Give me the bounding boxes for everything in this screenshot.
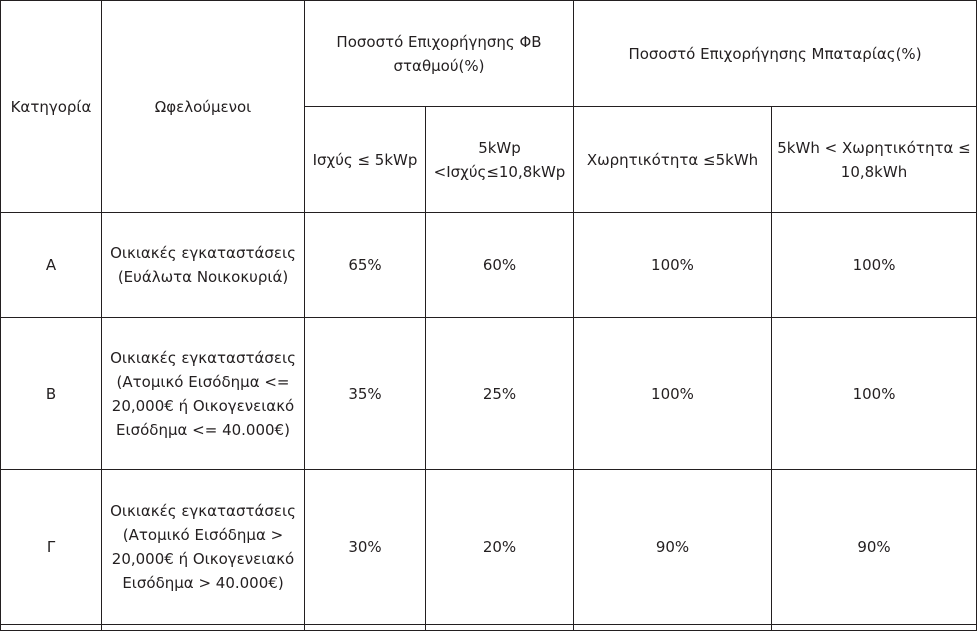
header-pv-group: Ποσοστό Επιχορήγησης ΦΒ σταθμού(%): [304, 0, 574, 107]
header-beneficiaries: Ωφελούμενοι: [101, 0, 305, 213]
header-category: Κατηγορία: [0, 0, 102, 213]
header-beneficiaries-label: Ωφελούμενοι: [154, 97, 252, 116]
row-pv-high: 60%: [425, 212, 574, 318]
header-pv-high-line2: <Ισχύς≤10,8kWp: [433, 162, 566, 181]
header-row-2: Ισχύς ≤ 5kWp 5kWp <Ισχύς≤10,8kWp Χωρητικ…: [1, 106, 978, 213]
header-pv-group-line1: Ποσοστό Επιχορήγησης ΦΒ: [336, 32, 542, 51]
row-bat-high: 100%: [770, 317, 978, 470]
beneficiary-line: (Ατομικό Εισόδημα >: [122, 526, 284, 544]
header-pv-high-line1: 5kWp: [478, 138, 521, 157]
header-bat-high: 5kWh < Χωρητικότητα ≤ 10,8kWh: [770, 106, 978, 213]
row-category: Α: [0, 212, 102, 318]
table-row: Β Οικιακές εγκαταστάσεις (Ατομικό Εισόδη…: [0, 317, 978, 470]
row-beneficiaries: Οικιακές εγκαταστάσεις (Ατομικό Εισόδημα…: [101, 469, 305, 625]
beneficiary-line: Οικιακές εγκαταστάσεις: [110, 348, 296, 367]
header-category-label: Κατηγορία: [10, 97, 92, 116]
beneficiary-line: 20,000€ ή Οικογενειακό: [111, 550, 295, 568]
row-category: Β: [0, 317, 102, 470]
header-pv-low: Ισχύς ≤ 5kWp: [304, 106, 426, 213]
row-bat-low: 100%: [573, 317, 772, 470]
table-row: Γ Οικιακές εγκαταστάσεις (Ατομικό Εισόδη…: [0, 469, 978, 625]
beneficiary-line: (Ευάλωτα Νοικοκυριά): [117, 268, 289, 286]
row-pv-high: 25%: [425, 317, 574, 470]
beneficiary-line: Εισόδημα <= 40.000€): [116, 420, 290, 439]
beneficiary-line: (Ατομικό Εισόδημα <=: [116, 372, 290, 391]
header-bat-low-label: Χωρητικότητα ≤5kWh: [586, 150, 759, 169]
table-row: Α Οικιακές εγκαταστάσεις (Ευάλωτα Νοικοκ…: [0, 212, 978, 318]
row-bat-low: 100%: [573, 212, 772, 318]
row-bat-low: 90%: [573, 469, 772, 625]
header-row-1: Κατηγορία Ωφελούμενοι Ποσοστό Επιχορήγησ…: [0, 0, 978, 213]
row-pv-low: 30%: [304, 469, 426, 625]
header-battery-group: Ποσοστό Επιχορήγησης Μπαταρίας(%): [572, 0, 978, 107]
row-beneficiaries: Οικιακές εγκαταστάσεις (Ατομικό Εισόδημα…: [101, 317, 305, 470]
row-pv-low: 35%: [304, 317, 426, 470]
header-pv-group-line2: σταθμού(%): [393, 56, 485, 75]
row-beneficiaries: Οικιακές εγκαταστάσεις (Ευάλωτα Νοικοκυρ…: [101, 212, 305, 318]
row-bat-high: 100%: [770, 212, 978, 318]
row-bat-high: 90%: [770, 469, 978, 625]
beneficiary-line: 20,000€ ή Οικογενειακό: [111, 396, 295, 415]
header-battery-group-label: Ποσοστό Επιχορήγησης Μπαταρίας(%): [628, 44, 922, 63]
header-bat-high-line1: 5kWh < Χωρητικότητα ≤: [777, 138, 971, 157]
row-category: Γ: [0, 469, 102, 625]
row-pv-high: 20%: [425, 469, 574, 625]
header-bat-low: Χωρητικότητα ≤5kWh: [573, 106, 772, 213]
header-pv-low-label: Ισχύς ≤ 5kWp: [312, 150, 418, 169]
header-bat-high-line2: 10,8kWh: [840, 162, 908, 181]
beneficiary-line: Εισόδημα > 40.000€): [122, 574, 284, 592]
header-pv-high: 5kWp <Ισχύς≤10,8kWp: [425, 106, 574, 213]
beneficiary-line: Οικιακές εγκαταστάσεις: [110, 244, 296, 262]
beneficiary-line: Οικιακές εγκαταστάσεις: [110, 502, 296, 520]
row-pv-low: 65%: [304, 212, 426, 318]
